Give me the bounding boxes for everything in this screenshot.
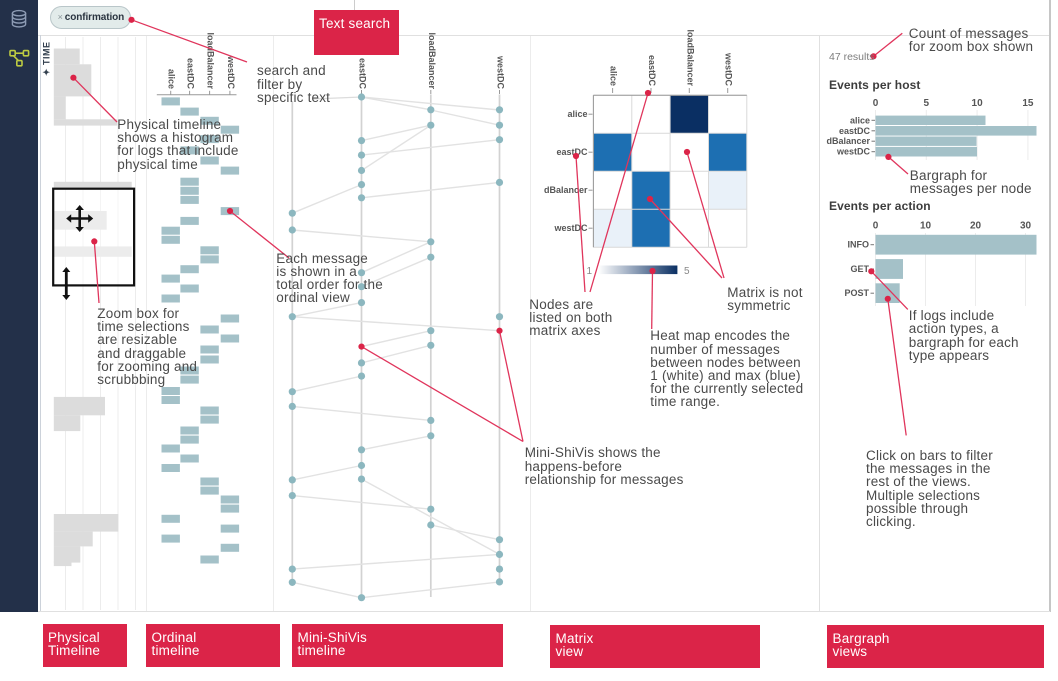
svg-text:eastDC: eastDC — [186, 58, 196, 90]
svg-text:15: 15 — [1022, 98, 1034, 109]
svg-text:5: 5 — [924, 98, 930, 109]
svg-text:✦ TIME: ✦ TIME — [42, 41, 52, 76]
svg-text:loadBalancer: loadBalancer — [206, 32, 216, 89]
svg-text:10: 10 — [920, 221, 932, 232]
svg-text:westDC: westDC — [724, 52, 734, 87]
svg-text:0: 0 — [873, 221, 879, 232]
svg-text:loadBalancer: loadBalancer — [427, 32, 437, 89]
svg-text:westDC: westDC — [496, 55, 506, 90]
svg-text:alice: alice — [167, 69, 177, 89]
svg-text:20: 20 — [970, 221, 982, 232]
svg-text:GET: GET — [850, 264, 869, 274]
svg-text:5: 5 — [684, 266, 690, 277]
svg-text:dBalancer: dBalancer — [826, 136, 870, 146]
svg-text:westDC: westDC — [836, 147, 871, 157]
svg-text:alice: alice — [609, 66, 619, 86]
svg-text:westDC: westDC — [226, 55, 236, 90]
svg-text:dBalancer: dBalancer — [544, 185, 588, 195]
svg-text:eastDC: eastDC — [839, 126, 871, 136]
svg-text:alice: alice — [850, 115, 870, 125]
svg-text:0: 0 — [873, 98, 879, 109]
svg-text:POST: POST — [844, 288, 869, 298]
svg-text:loadBalancer: loadBalancer — [685, 29, 695, 86]
svg-text:alice: alice — [567, 109, 587, 119]
svg-text:westDC: westDC — [553, 223, 588, 233]
svg-text:1: 1 — [586, 266, 592, 277]
svg-text:10: 10 — [972, 98, 984, 109]
svg-text:eastDC: eastDC — [556, 147, 588, 157]
svg-text:eastDC: eastDC — [647, 55, 657, 87]
svg-text:30: 30 — [1020, 221, 1032, 232]
svg-text:eastDC: eastDC — [358, 58, 368, 90]
svg-text:INFO: INFO — [848, 240, 870, 250]
